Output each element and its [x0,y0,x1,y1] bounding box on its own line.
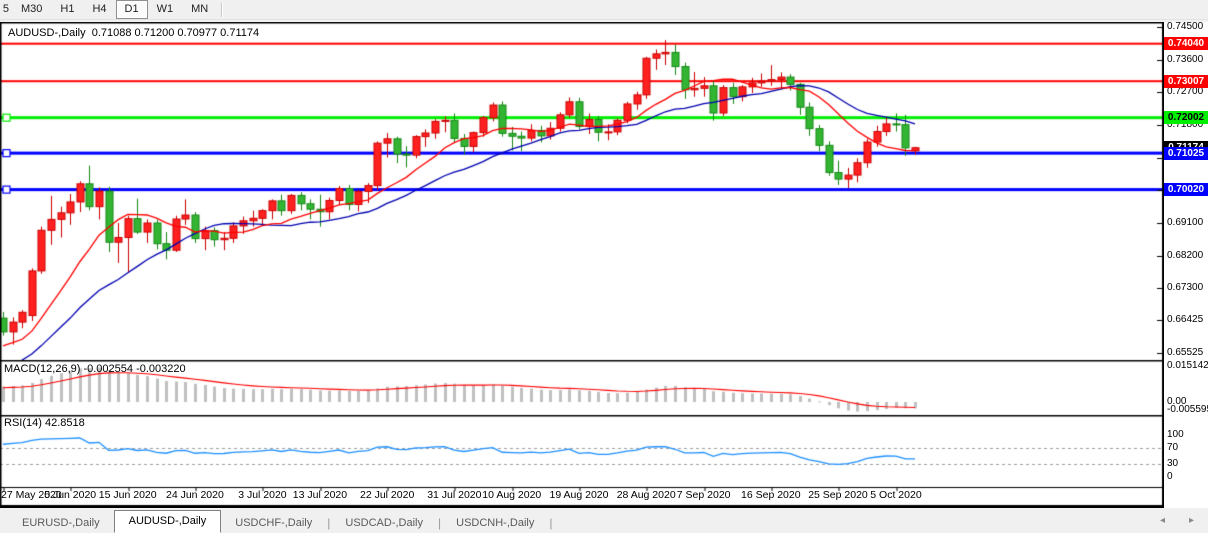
time-axis-label: 25 Sep 2020 [808,489,868,501]
chart-tab-usdchf[interactable]: USDCHF-,Daily [235,517,313,529]
price-tick-label: 0.72700 [1167,86,1204,98]
price-tick-label: 0.71800 [1167,119,1204,130]
time-axis-label: 31 Jul 2020 [427,489,482,501]
time-axis-label: 24 Jun 2020 [166,489,224,501]
price-scale[interactable]: 0.745000.736000.727000.718000.709000.700… [1164,21,1208,508]
chart-tab-eurusd[interactable]: EURUSD-,Daily [22,517,100,529]
rsi-scale-label: 30 [1167,458,1179,470]
macd-scale-label: 0.015142 [1167,360,1208,371]
time-axis-label: 5 Jun 2020 [44,489,97,501]
price-level-label: 0.71025 [1164,146,1208,160]
price-tick-label: 0.69100 [1167,217,1204,228]
chart-tab-usdcnh[interactable]: USDCNH-,Daily [456,517,535,529]
tab-separator: | [549,516,553,530]
tab-scroll-left-icon[interactable]: ◂ [1159,515,1165,526]
chart-ohlc-title: AUDUSD-,Daily 0.71088 0.71200 0.70977 0.… [8,27,260,39]
price-tick-label: 0.68200 [1167,249,1204,261]
time-axis-label: 15 Jun 2020 [98,489,157,501]
tab-separator: | [438,516,442,530]
price-level-label: 0.74040 [1164,37,1208,51]
tab-separator: | [327,516,331,530]
chart-tab-usdcad[interactable]: USDCAD-,Daily [345,517,423,529]
time-axis-label: 7 Sep 2020 [676,489,731,501]
price-tick-label: 0.65525 [1167,346,1204,358]
timeframe-button-m30[interactable]: M30 [21,3,43,15]
macd-indicator-label: MACD(12,26,9) -0.002554 -0.003220 [4,363,186,375]
price-level-label: 0.72002 [1164,111,1208,125]
rsi-scale-label: 100 [1167,429,1184,440]
timeframe-button-5[interactable]: 5 [2,3,9,15]
chart-tab-audusd[interactable]: AUDUSD-,Daily [113,510,222,533]
time-axis-label: 10 Aug 2020 [482,489,542,501]
timeframe-button-mn[interactable]: MN [191,3,209,15]
time-axis-label: 16 Sep 2020 [741,489,801,501]
rsi-indicator-label: RSI(14) 42.8518 [4,417,85,429]
time-axis-label: 27 May 2020 [1,489,62,501]
time-axis-label: 3 Jul 2020 [238,489,287,501]
timeframe-button-w1[interactable]: W1 [156,3,174,15]
timeframe-button-h1[interactable]: H1 [60,3,75,15]
timeframe-toolbar: 5 M30 H1 H4 D1 W1 MN [0,0,1208,20]
symbol-tab-bar: EURUSD-,Daily AUDUSD-,Daily USDCHF-,Daily |… [0,509,1208,533]
price-tick-label: 0.66425 [1167,314,1204,326]
price-level-label: 0.73007 [1164,74,1208,88]
price-level-label: 0.70020 [1164,183,1208,197]
toolbar-separator [221,2,224,17]
tab-scroll-right-icon[interactable]: ▸ [1188,515,1194,526]
rsi-scale-label: 70 [1167,441,1179,453]
price-tick-label: 0.73600 [1167,53,1204,65]
timeframe-button-h4[interactable]: H4 [92,3,107,15]
macd-scale-label: 0.00 [1167,396,1187,407]
price-tick-label: 0.74500 [1167,21,1204,32]
time-axis-label: 28 Aug 2020 [616,489,676,501]
chart-window: AUDUSD-,Daily 0.71088 0.71200 0.70977 0.… [0,21,1208,508]
time-axis-label: 19 Aug 2020 [549,489,609,501]
timeframe-button-d1[interactable]: D1 [115,0,148,19]
rsi-scale-label: 0 [1167,471,1173,482]
time-axis-label: 22 Jul 2020 [360,489,415,501]
macd-scale-label: -0.005595 [1167,404,1208,415]
price-tick-label: 0.67300 [1167,282,1204,294]
time-axis-label: 5 Oct 2020 [870,489,922,501]
time-axis-label: 13 Jul 2020 [292,489,348,501]
price-chart-canvas[interactable] [0,22,1164,508]
